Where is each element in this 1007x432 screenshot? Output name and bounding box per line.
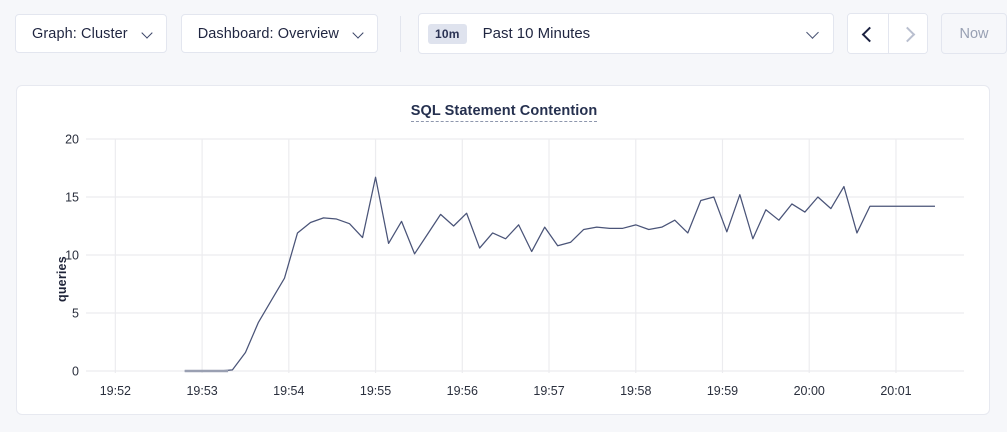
svg-text:15: 15 [65,191,79,205]
svg-text:20: 20 [65,133,79,147]
svg-text:19:56: 19:56 [447,384,478,398]
chart-title: SQL Statement Contention [17,103,991,122]
toolbar: Graph: Cluster Dashboard: Overview 10m P… [0,0,1007,67]
chevron-down-icon [142,28,153,39]
dashboard-selector[interactable]: Dashboard: Overview [180,14,379,53]
time-range-selector[interactable]: 10m Past 10 Minutes [418,13,835,54]
svg-text:5: 5 [72,307,79,321]
svg-text:20:00: 20:00 [794,384,825,398]
time-nav-group [847,13,928,54]
toolbar-divider [400,15,401,52]
graph-selector[interactable]: Graph: Cluster [15,14,167,53]
chevron-down-icon [353,28,364,39]
series-queries [184,176,935,373]
svg-text:19:58: 19:58 [620,384,651,398]
svg-text:19:57: 19:57 [533,384,564,398]
graph-selector-label: Graph: Cluster [32,25,128,42]
svg-text:19:59: 19:59 [707,384,738,398]
x-axis-ticks: 19:52 19:53 19:54 19:55 19:56 19:57 19:58 19:59… [100,384,912,398]
next-range-button[interactable] [887,14,927,53]
svg-text:19:55: 19:55 [360,384,391,398]
chart-title-text: SQL Statement Contention [410,103,598,122]
svg-text:19:53: 19:53 [186,384,217,398]
svg-text:20:01: 20:01 [880,384,911,398]
svg-text:10: 10 [65,249,79,263]
chevron-down-icon [807,28,819,40]
prev-range-button[interactable] [848,14,888,53]
svg-text:19:52: 19:52 [100,384,131,398]
chevron-left-icon [862,28,873,39]
dashboard-selector-label: Dashboard: Overview [197,25,340,42]
chevron-right-icon [902,28,913,39]
time-range-label: Past 10 Minutes [482,25,591,42]
chart-card: SQL Statement Contention queries 0 5 10 15 2… [16,85,990,415]
svg-text:0: 0 [72,365,79,379]
grid-lines [86,138,964,373]
now-button[interactable]: Now [941,13,1007,54]
svg-text:19:54: 19:54 [273,384,304,398]
time-range-badge: 10m [428,23,467,44]
y-axis-ticks: 0 5 10 15 20 [65,133,79,379]
